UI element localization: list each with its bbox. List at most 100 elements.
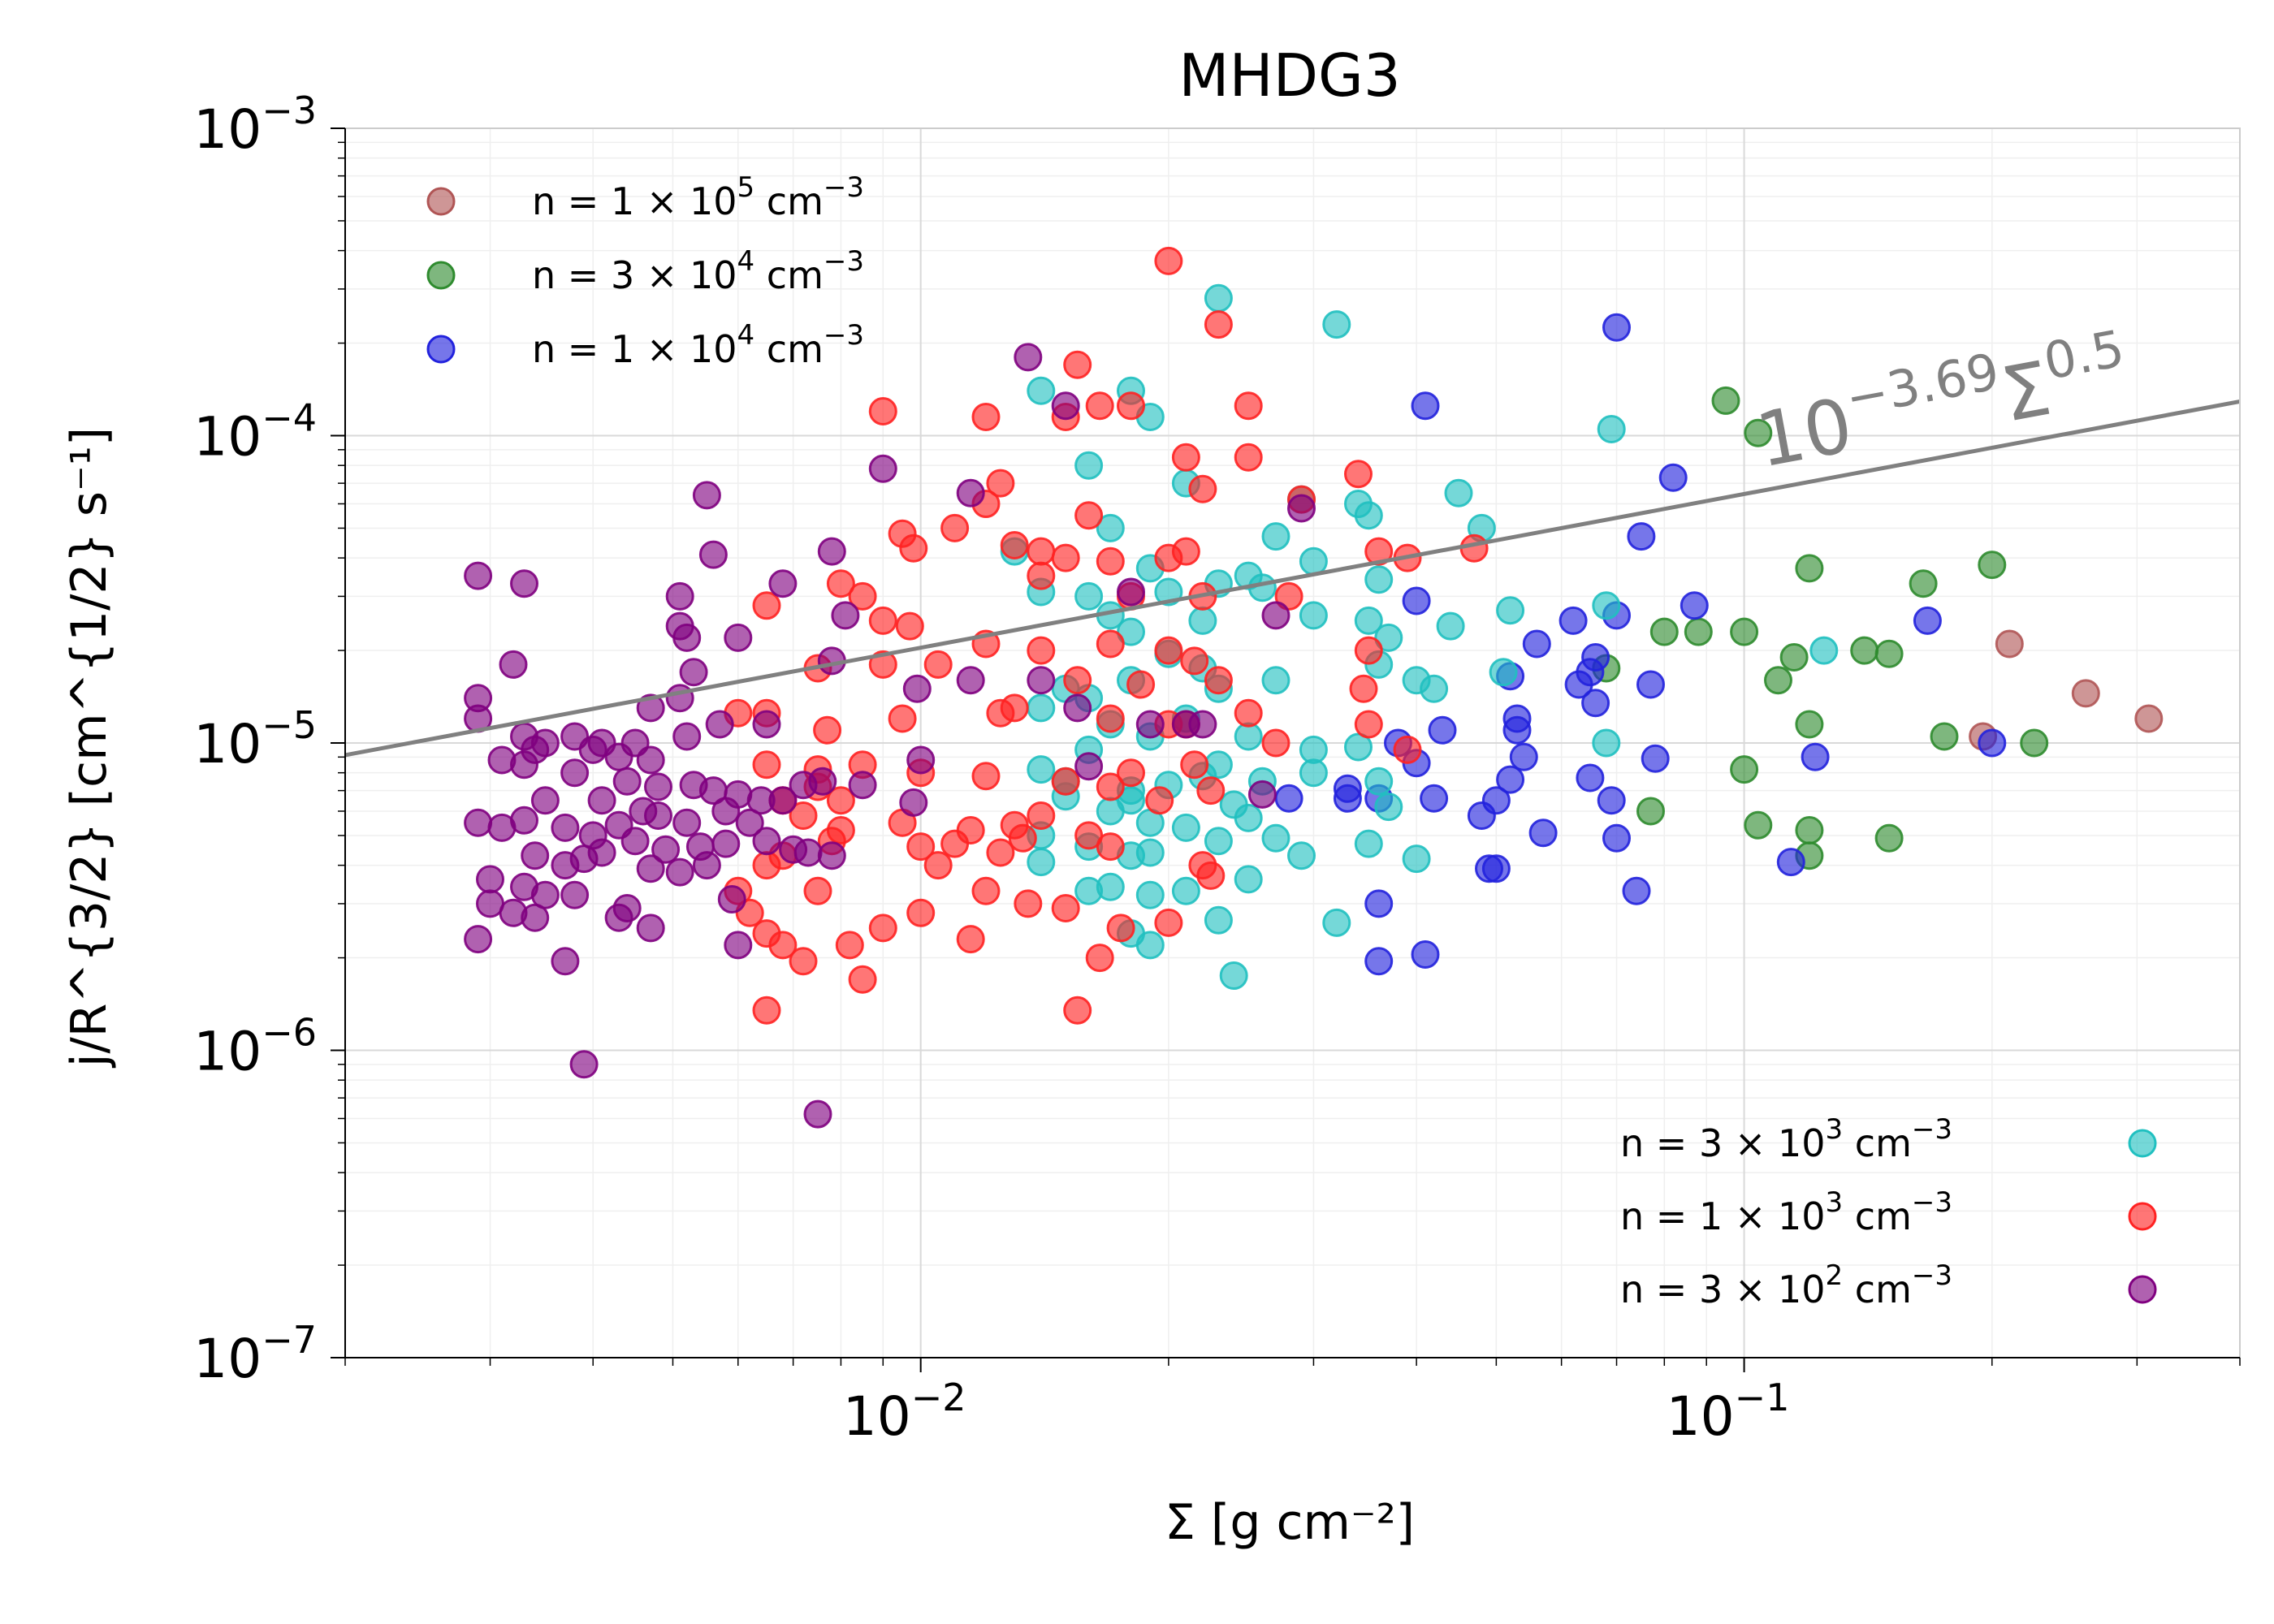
series-3-point xyxy=(1135,880,1165,909)
legend-label-3: n = 3 × 103 cm−3 xyxy=(1620,1113,1952,1165)
series-5-point xyxy=(902,674,932,703)
series-2-point xyxy=(1274,784,1303,813)
legend-marker-0 xyxy=(426,187,456,216)
series-4-point xyxy=(1354,636,1383,665)
series-3-point xyxy=(1188,606,1217,635)
series-4-point xyxy=(1027,636,1056,665)
series-5-point xyxy=(1247,780,1277,809)
series-5-point xyxy=(679,658,708,687)
series-4-point xyxy=(1349,674,1378,703)
series-2-point xyxy=(1559,606,1588,635)
series-5-point xyxy=(560,880,590,909)
series-2-point xyxy=(1333,784,1362,813)
legend-label-part: 3 xyxy=(1826,1186,1844,1219)
series-4-point xyxy=(1180,646,1209,676)
series-4-point xyxy=(1234,443,1263,472)
series-4-point xyxy=(1096,546,1125,576)
series-4-point xyxy=(1154,543,1183,572)
series-4-point xyxy=(1063,350,1092,379)
series-5-point xyxy=(1051,391,1080,421)
series-4-point xyxy=(826,569,855,598)
series-1-point xyxy=(1684,617,1713,646)
series-4-point xyxy=(1234,391,1263,421)
series-4-point xyxy=(986,838,1015,867)
series-5-point xyxy=(906,745,936,775)
series-4-point xyxy=(956,925,985,954)
series-4-point xyxy=(1027,561,1056,590)
series-5-point xyxy=(672,808,702,837)
series-5-point xyxy=(1074,752,1104,781)
series-4-point xyxy=(803,876,832,905)
series-1-point xyxy=(1730,617,1759,646)
series-5-point xyxy=(551,947,580,976)
series-5-point xyxy=(569,1050,599,1079)
series-1-point xyxy=(1909,569,1938,598)
x-axis-label: Σ [g cm⁻²] xyxy=(1165,1494,1415,1551)
x-tick-label-exp: −2 xyxy=(911,1376,966,1419)
y-tick-label-exp: −4 xyxy=(262,396,317,440)
legend-label-5: n = 3 × 102 cm−3 xyxy=(1620,1259,1952,1311)
series-3-point xyxy=(1354,829,1383,858)
legend-label-part: cm xyxy=(754,253,824,297)
series-2-point xyxy=(1364,947,1394,976)
series-4-point xyxy=(848,965,877,994)
series-1-point xyxy=(1764,666,1792,695)
legend-label-part: n = 1 × 10 xyxy=(532,327,737,371)
series-2-point xyxy=(1502,715,1532,745)
x-tick-label: 10−2 xyxy=(843,1376,966,1448)
series-4-point xyxy=(1188,474,1217,503)
series-5-point xyxy=(510,806,538,835)
series-3-point xyxy=(1402,844,1431,874)
series-2-point xyxy=(1622,876,1651,905)
series-5-point xyxy=(803,1099,832,1129)
series-1-point xyxy=(1795,554,1824,583)
series-5-point xyxy=(1063,693,1092,723)
series-5-point xyxy=(956,666,985,695)
y-tick-label-exp: −6 xyxy=(262,1011,317,1055)
series-5-point xyxy=(1261,601,1290,630)
series-5-point xyxy=(768,786,798,815)
legend-label-part: n = 1 × 10 xyxy=(1620,1194,1826,1238)
legend-label-0: n = 1 × 105 cm−3 xyxy=(532,171,864,223)
series-1-point xyxy=(1978,551,2007,580)
series-5-point xyxy=(499,650,528,679)
legend-label-4: n = 1 × 103 cm−3 xyxy=(1620,1186,1952,1238)
series-1-point xyxy=(1730,755,1759,784)
series-5-point xyxy=(636,854,665,883)
series-3-point xyxy=(1299,546,1328,576)
series-1-point xyxy=(1711,386,1740,415)
series-4-point xyxy=(752,851,781,880)
series-5-point xyxy=(705,710,734,739)
series-5-point xyxy=(636,914,665,943)
series-3-point xyxy=(1597,415,1626,443)
series-5-point xyxy=(560,758,590,788)
series-5-point xyxy=(692,481,721,510)
y-tick-label: 10−7 xyxy=(193,1318,317,1390)
series-4-point xyxy=(923,851,953,880)
series-3-point xyxy=(1592,728,1621,758)
series-3-point xyxy=(1096,872,1125,901)
series-3-point xyxy=(1027,755,1056,784)
series-4-point xyxy=(1261,728,1290,758)
series-3-point xyxy=(1809,636,1839,665)
series-3-point xyxy=(1096,797,1125,826)
series-4-point xyxy=(813,715,842,745)
axis-tick-labels: 10−710−610−510−410−310−2 10−1 xyxy=(193,89,1789,1448)
series-3-point xyxy=(1420,674,1449,703)
series-4-point xyxy=(789,801,818,830)
series-5-point xyxy=(672,722,702,751)
y-tick-label-base: 10 xyxy=(193,1328,262,1390)
series-2-point xyxy=(1978,728,2007,758)
series-2-point xyxy=(1627,522,1656,551)
series-2-point xyxy=(1420,784,1449,813)
series-5-point xyxy=(735,808,764,837)
series-4-point xyxy=(1027,801,1056,830)
series-1-point xyxy=(1779,643,1809,672)
legend-label-part: n = 1 × 10 xyxy=(532,179,737,223)
series-3-point xyxy=(1117,617,1145,646)
series-4-point xyxy=(986,698,1015,728)
y-tick-label: 10−4 xyxy=(193,396,317,469)
series-2-point xyxy=(1636,670,1665,699)
series-3-point xyxy=(1135,931,1165,960)
